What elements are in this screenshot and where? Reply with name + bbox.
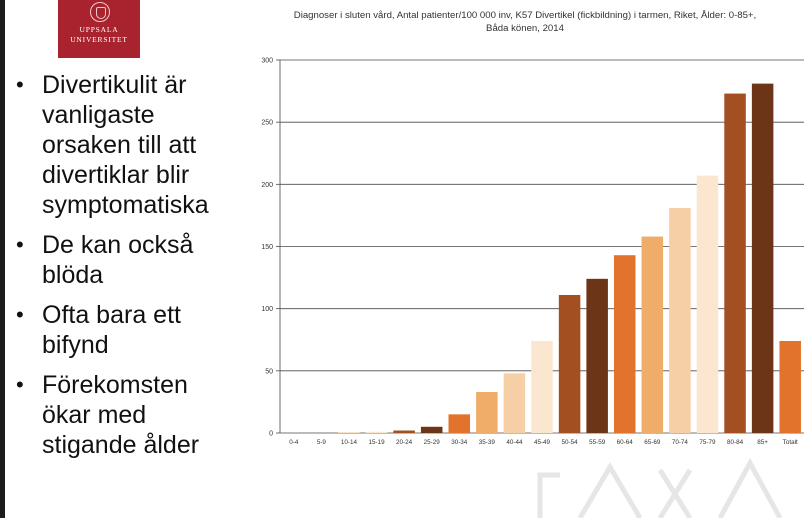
- x-tick-label: 50-54: [562, 439, 579, 446]
- y-tick-label: 100: [261, 306, 273, 313]
- bar-chart: 0 50 100 150 200 250 300 0-4 5-9 10-14 15-19 20-24 2…: [261, 58, 804, 446]
- y-tick-label: 50: [265, 368, 273, 375]
- y-tick-label: 250: [261, 120, 273, 127]
- bar: [420, 426, 443, 433]
- bar: [338, 432, 360, 433]
- x-tick-label: 15-19: [368, 439, 385, 446]
- bar: [586, 278, 608, 433]
- watermark-graphic: [537, 457, 783, 518]
- chart-title: Diagnoser i sluten vård, Antal patienter…: [293, 10, 757, 21]
- logo-line2: UNIVERSITET: [70, 35, 128, 44]
- bullet-item: Förekomsten ökar med stigande ålder: [8, 370, 238, 460]
- bar: [393, 430, 415, 433]
- x-tick-label: 45-49: [534, 439, 551, 446]
- seal-icon: [90, 2, 110, 22]
- bar: [558, 294, 581, 433]
- y-tick-label: 200: [261, 182, 273, 189]
- x-tick-label: 40-44: [506, 439, 523, 446]
- x-tick-label: 35-39: [479, 439, 496, 446]
- x-tick-label: 25-29: [424, 439, 441, 446]
- bullet-list: Divertikulit är vanligaste orsaken till …: [8, 70, 238, 470]
- chart-subtitle: Båda könen, 2014: [486, 23, 564, 34]
- x-tick-label: 70-74: [672, 439, 689, 446]
- bar: [476, 391, 498, 433]
- y-tick-label: 150: [261, 244, 273, 251]
- x-tick-label: 0-4: [289, 439, 299, 446]
- y-tick-label: 0: [269, 431, 273, 438]
- x-tick-label: 80-84: [727, 439, 744, 446]
- logo-line1: UPPSALA: [79, 25, 119, 34]
- bar: [531, 340, 553, 433]
- bar: [751, 83, 774, 433]
- x-tick-label: 20-24: [396, 439, 413, 446]
- bar: [365, 431, 388, 433]
- x-tick-label: 30-34: [451, 439, 468, 446]
- bar: [641, 236, 664, 433]
- x-tick-label: 10-14: [341, 439, 358, 446]
- x-tick-label: 75-79: [699, 439, 716, 446]
- y-tick-label: 300: [261, 58, 273, 65]
- x-tick-label: 5-9: [317, 439, 327, 446]
- bullet-item: Ofta bara ett bifynd: [8, 300, 238, 360]
- bar: [779, 340, 801, 433]
- bullet-item: Divertikulit är vanligaste orsaken till …: [8, 70, 238, 220]
- bar: [724, 93, 746, 433]
- bar: [503, 373, 526, 433]
- x-tick-label: 85+: [757, 439, 768, 446]
- university-logo: UPPSALA UNIVERSITET: [58, 0, 140, 58]
- bar: [613, 255, 636, 433]
- bar: [448, 414, 471, 433]
- x-tick-label: 60-64: [617, 439, 634, 446]
- bullet-item: De kan också blöda: [8, 230, 238, 290]
- slide-left-border: [0, 0, 5, 518]
- x-tick-label: 55-59: [589, 439, 606, 446]
- x-tick-label: Totalt: [783, 439, 798, 446]
- x-tick-label: 65-69: [644, 439, 661, 446]
- chart-title-block: Diagnoser i sluten vård, Antal patienter…: [245, 9, 805, 35]
- bar: [669, 207, 691, 433]
- bar: [696, 175, 719, 433]
